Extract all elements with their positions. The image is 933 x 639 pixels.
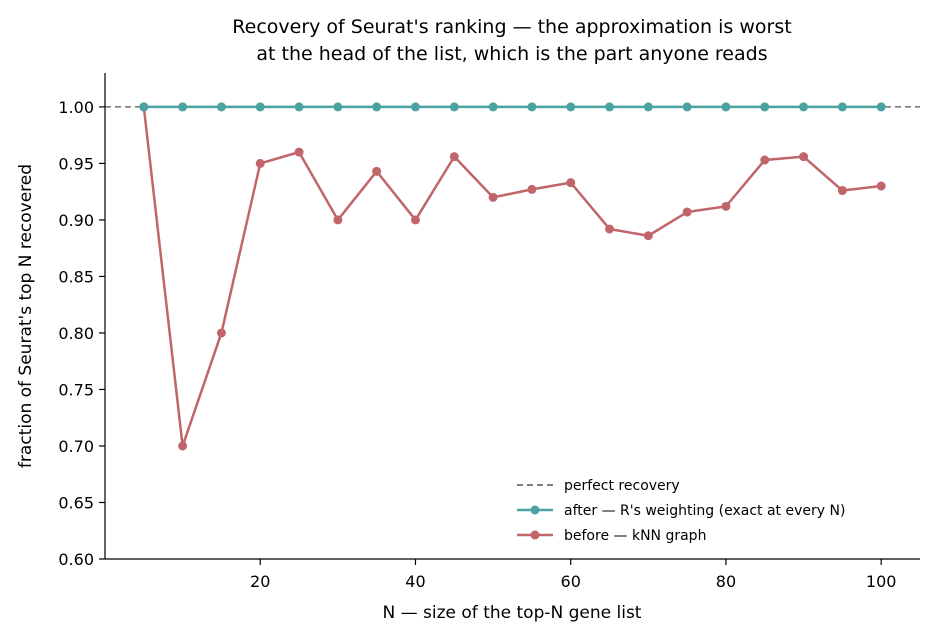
data-point-before	[488, 192, 498, 202]
data-point-after	[876, 102, 886, 112]
data-point-after	[721, 102, 731, 112]
y-ticks: 0.60 0.65 0.70 0.75 0.80 0.85 0.90 0.95 1.00	[58, 98, 105, 569]
chart-title-line-1: Recovery of Seurat's ranking — the appro…	[232, 16, 791, 38]
data-point-before	[255, 158, 265, 168]
data-point-after	[178, 102, 188, 112]
data-point-after	[527, 102, 537, 112]
data-point-before	[527, 184, 537, 194]
x-tick-label: 80	[716, 572, 736, 591]
data-point-after	[372, 102, 382, 112]
data-point-after	[566, 102, 576, 112]
data-point-before	[605, 224, 615, 234]
data-point-before	[799, 152, 809, 162]
data-point-after	[837, 102, 847, 112]
data-point-before	[410, 215, 420, 225]
data-point-before	[643, 231, 653, 241]
data-point-before	[372, 166, 382, 176]
y-tick-label: 0.65	[58, 493, 94, 512]
data-point-before	[294, 147, 304, 157]
y-tick-label: 1.00	[58, 98, 94, 117]
y-tick-label: 0.80	[58, 324, 94, 343]
data-point-before	[449, 152, 459, 162]
data-point-before	[721, 201, 731, 211]
data-point-after	[799, 102, 809, 112]
data-point-before	[566, 178, 576, 188]
legend: perfect recovery after — R's weighting (…	[517, 478, 845, 544]
data-point-after	[682, 102, 692, 112]
x-tick-label: 100	[866, 572, 897, 591]
x-tick-label: 60	[561, 572, 581, 591]
y-axis-label: fraction of Seurat's top N recovered	[16, 164, 36, 468]
data-point-before	[837, 186, 847, 196]
data-point-after	[449, 102, 459, 112]
data-point-after	[333, 102, 343, 112]
data-point-before	[876, 181, 886, 191]
data-point-after	[605, 102, 615, 112]
y-tick-label: 0.90	[58, 211, 94, 230]
data-point-after	[760, 102, 770, 112]
data-point-before	[178, 441, 188, 451]
data-point-after	[410, 102, 420, 112]
legend-marker-after	[530, 505, 540, 515]
y-tick-label: 0.95	[58, 154, 94, 173]
y-tick-label: 0.85	[58, 267, 94, 286]
legend-label-after: after — R's weighting (exact at every N)	[564, 503, 845, 519]
chart-title-line-2: at the head of the list, which is the pa…	[256, 43, 767, 65]
data-point-before	[333, 215, 343, 225]
x-tick-label: 20	[250, 572, 270, 591]
legend-label-reference: perfect recovery	[564, 478, 680, 494]
data-point-after	[488, 102, 498, 112]
y-tick-label: 0.70	[58, 437, 94, 456]
data-point-before	[682, 207, 692, 217]
y-tick-label: 0.60	[58, 550, 94, 569]
data-point-before	[216, 328, 226, 338]
data-point-after	[139, 102, 149, 112]
data-point-before	[760, 155, 770, 165]
legend-label-before: before — kNN graph	[564, 528, 706, 544]
x-ticks: 20 40 60 80 100	[250, 559, 896, 591]
y-tick-label: 0.75	[58, 380, 94, 399]
data-point-after	[216, 102, 226, 112]
data-point-after	[255, 102, 265, 112]
series-line-before	[142, 106, 882, 448]
x-axis-label: N — size of the top-N gene list	[383, 603, 642, 623]
legend-marker-before	[530, 530, 540, 540]
data-point-after	[294, 102, 304, 112]
data-point-after	[643, 102, 653, 112]
x-tick-label: 40	[405, 572, 425, 591]
plot-area	[105, 102, 920, 451]
